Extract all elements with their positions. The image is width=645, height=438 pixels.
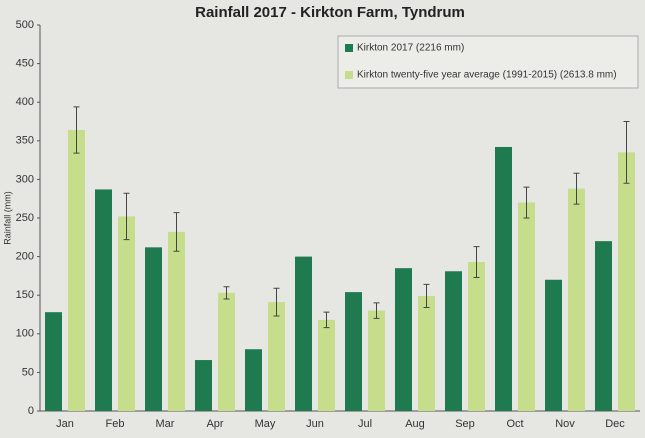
y-tick-label: 500 [16,19,34,31]
bar [568,188,585,411]
error-bar [523,186,530,219]
x-tick-label: Feb [106,418,125,430]
bar [545,279,562,411]
bar [195,360,212,411]
x-tick-label: Jul [358,418,372,430]
y-tick-label: 400 [16,96,34,108]
y-tick-label: 50 [22,366,34,378]
bar [618,152,635,411]
error-bar [573,172,580,205]
y-axis-label: Rainfall (mm) [2,191,12,245]
x-tick-label: Aug [405,418,425,430]
bar [218,292,235,411]
error-bar [73,106,80,154]
legend-label: Kirkton 2017 (2216 mm) [357,43,464,54]
y-tick-label: 200 [16,251,34,263]
bar [95,189,112,411]
x-tick-label: May [255,418,276,430]
bar [168,231,185,411]
x-tick-label: Dec [605,418,625,430]
bar [118,216,135,411]
x-tick-label: Apr [206,418,223,430]
error-bar [173,212,180,252]
y-tick-label: 100 [16,328,34,340]
legend-label: Kirkton twenty-five year average (1991-2… [357,70,617,81]
bar [468,262,485,411]
x-tick-label: Sep [455,418,475,430]
y-tick-label: 300 [16,173,34,185]
y-tick-label: 350 [16,135,34,147]
error-bar [373,302,380,319]
bar [318,319,335,411]
legend-box [337,35,639,89]
error-bar [473,246,480,278]
bar [68,129,85,411]
bar [268,302,285,411]
x-tick-label: Nov [555,418,575,430]
y-tick-label: 250 [16,212,34,224]
error-bar [123,192,130,241]
legend-swatch [345,44,353,52]
error-bar [323,311,330,329]
error-bar [273,287,280,317]
bar [418,295,435,411]
x-tick-label: Jun [306,418,324,430]
bar [395,268,412,411]
error-bar [223,286,230,300]
chart-title: Rainfall 2017 - Kirkton Farm, Tyndrum [195,4,465,21]
bar [445,271,462,411]
bar [495,146,512,411]
bar [145,247,162,411]
x-tick-label: Mar [156,418,175,430]
bar [368,310,385,411]
y-tick-label: 450 [16,58,34,70]
bar [295,256,312,411]
x-tick-label: Oct [506,418,523,430]
bar [345,292,362,411]
bar [245,349,262,411]
bar [45,312,62,411]
error-bar [623,121,630,184]
error-bar [423,283,430,309]
bar [595,241,612,411]
x-tick-label: Jan [56,418,74,430]
y-tick-label: 150 [16,289,34,301]
y-tick-label: 0 [28,405,34,417]
bar [518,202,535,411]
legend-swatch [345,71,353,79]
